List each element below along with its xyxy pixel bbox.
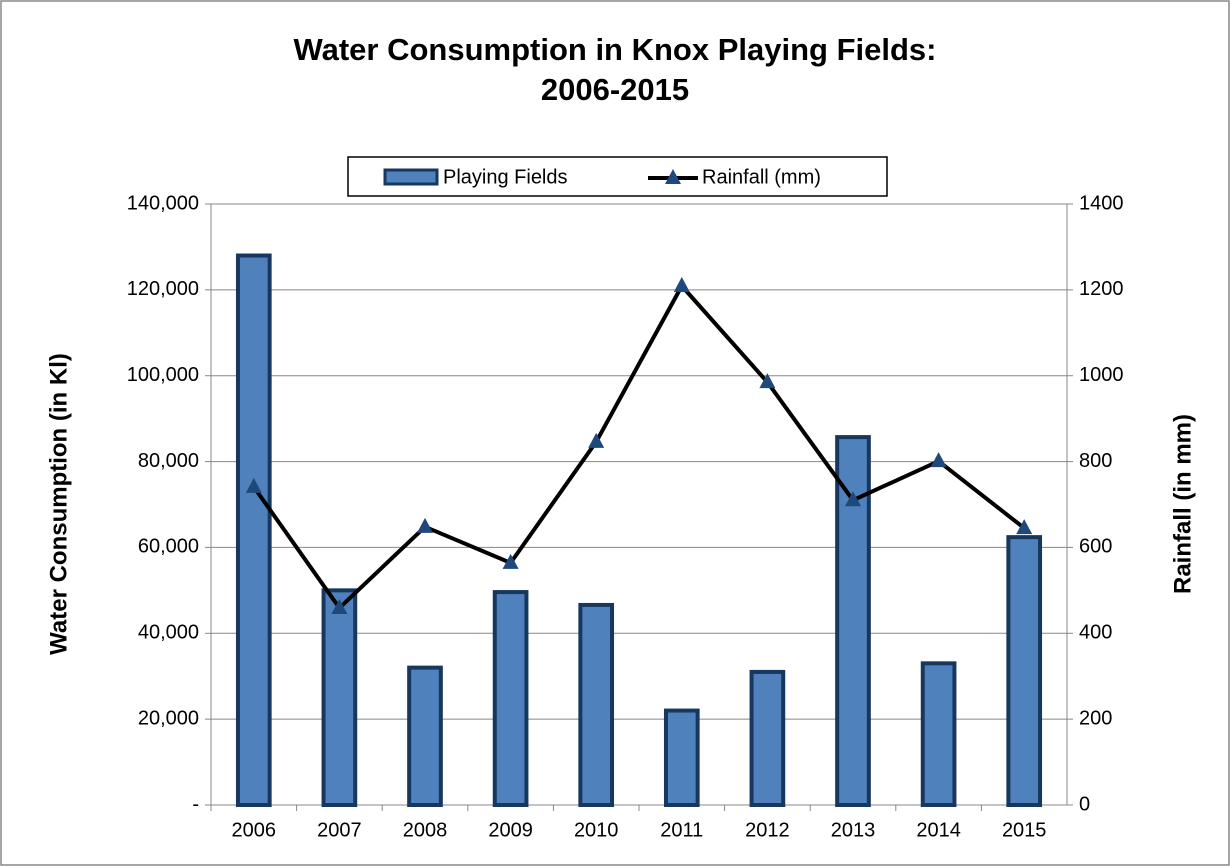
legend-swatch (383, 168, 439, 186)
chart-title: Water Consumption in Knox Playing Fields… (294, 32, 937, 67)
y-tick-label: 80,000 (138, 450, 199, 472)
y2-tick-label: 0 (1079, 793, 1090, 815)
x-tick-label: 2009 (488, 819, 533, 841)
y-tick-label: 140,000 (127, 192, 199, 214)
bar (492, 590, 529, 807)
y2-tick-label: 400 (1079, 622, 1112, 644)
marker (588, 432, 605, 448)
y-axis-title: Water Consumption (in Kl) (45, 353, 72, 655)
bar (749, 669, 786, 808)
bar (578, 602, 615, 808)
x-tick-label: 2010 (574, 819, 619, 841)
x-tick-label: 2013 (831, 819, 876, 841)
bar (835, 435, 871, 807)
y-tick-label: 20,000 (138, 707, 199, 729)
legend-marker (665, 169, 681, 184)
x-tick-label: 2007 (317, 819, 362, 841)
y2-tick-label: 1400 (1079, 192, 1124, 214)
marker (502, 553, 519, 569)
marker (331, 598, 348, 614)
bar (235, 253, 272, 807)
y2-tick-label: 600 (1079, 536, 1112, 558)
bar (663, 708, 700, 807)
legend-label: Playing Fields (443, 166, 568, 188)
marker (417, 517, 433, 533)
x-tick-label: 2006 (232, 819, 277, 841)
x-tick-label: 2015 (1002, 819, 1047, 841)
bar (920, 661, 957, 807)
y-tick-label: 120,000 (127, 278, 199, 300)
bar (407, 665, 443, 808)
marker (845, 491, 861, 507)
y2-axis-title: Rainfall (in mm) (1169, 414, 1196, 594)
chart-subtitle: 2006-2015 (541, 72, 689, 107)
y2-tick-label: 800 (1079, 450, 1112, 472)
y-tick-label: - (192, 793, 199, 815)
x-tick-label: 2008 (403, 819, 448, 841)
bar (321, 588, 358, 807)
marker (1016, 519, 1033, 535)
y2-tick-label: 200 (1079, 707, 1112, 729)
marker (245, 477, 262, 493)
x-tick-label: 2011 (660, 819, 703, 841)
y2-tick-label: 1000 (1079, 364, 1124, 386)
marker (930, 452, 947, 468)
y-tick-label: 60,000 (138, 536, 199, 558)
legend-label: Rainfall (mm) (702, 166, 821, 188)
y-tick-label: 100,000 (127, 364, 199, 386)
marker (759, 373, 776, 389)
marker (673, 276, 690, 292)
bar (1006, 535, 1043, 808)
x-tick-label: 2014 (916, 819, 961, 841)
x-tick-label: 2012 (745, 819, 790, 841)
y2-tick-label: 1200 (1079, 278, 1124, 300)
line (252, 282, 1026, 611)
y-tick-label: 40,000 (138, 622, 199, 644)
